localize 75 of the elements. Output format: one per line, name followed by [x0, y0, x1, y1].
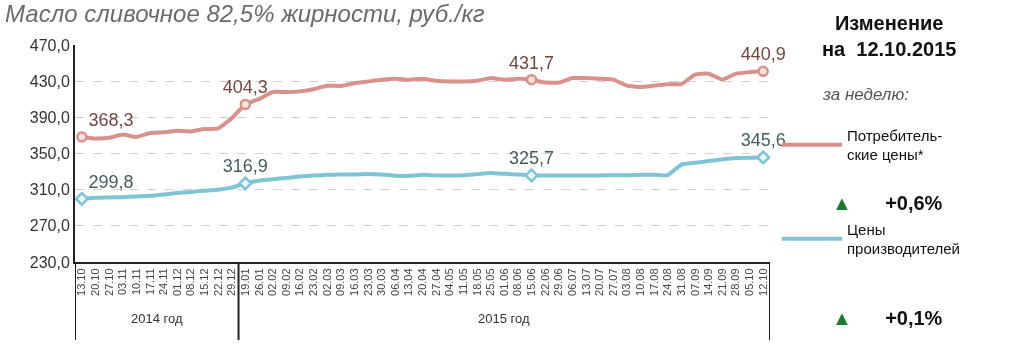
data-label: 431,7 — [509, 52, 555, 73]
text: 2014 год — [131, 311, 183, 326]
data-label: 316,9 — [222, 156, 268, 177]
text: 2015 год — [478, 311, 530, 326]
x-tick-label: 20.07 — [593, 268, 606, 296]
text: ▲ +0,1% — [832, 307, 943, 329]
x-tick-label: 26.01 — [252, 268, 265, 296]
x-tick-label: 09.03 — [334, 268, 347, 296]
x-tick-label: 24.08 — [661, 268, 674, 296]
x-tick-label: 24.11 — [157, 268, 170, 296]
x-tick-label: 09.02 — [279, 268, 292, 296]
y-tick-label: 430,0 — [29, 72, 70, 90]
x-tick-label: 04.05 — [443, 268, 456, 296]
x-tick-label: 28.09 — [729, 268, 742, 296]
x-tick-label: 15.06 — [525, 268, 538, 296]
x-tick-label: 14.09 — [702, 268, 715, 296]
x-tick-label: 21.09 — [715, 268, 728, 296]
x-tick-label: 08.12 — [184, 268, 197, 296]
data-label: 440,9 — [740, 44, 786, 65]
x-tick-label: 01.06 — [497, 268, 510, 296]
x-tick-label: 06.07 — [565, 268, 578, 296]
x-tick-label: 20.10 — [89, 268, 102, 296]
x-tick-label: 25.05 — [484, 268, 497, 296]
x-tick-label: 13.04 — [402, 268, 415, 296]
x-tick-label: 07.09 — [688, 268, 701, 296]
x-tick-label: 12.10 — [756, 268, 769, 296]
x-tick-label: 17.11 — [143, 268, 156, 296]
text: за неделю: — [822, 85, 910, 104]
x-tick-label: 17.08 — [647, 268, 660, 296]
y-tick-label: 310,0 — [29, 181, 70, 199]
x-tick-label: 18.05 — [470, 268, 483, 296]
x-tick-label: 01.12 — [170, 268, 183, 296]
x-tick-label: 29.06 — [552, 268, 565, 296]
legend-label: Потребитель- ские цены* — [846, 126, 943, 164]
text: ▲ +0,6% — [832, 192, 943, 214]
x-tick-label: 08.06 — [511, 268, 524, 296]
x-tick-label: 31.08 — [674, 268, 687, 296]
x-tick-label: 06.04 — [388, 268, 401, 296]
x-tick-label: 30.03 — [375, 268, 388, 296]
data-label: 404,3 — [222, 77, 268, 98]
x-tick-label: 27.10 — [102, 268, 115, 296]
x-tick-label: 10.11 — [129, 268, 142, 296]
x-tick-label: 16.03 — [347, 268, 360, 296]
x-tick-label: 23.03 — [361, 268, 374, 296]
y-tick-label: 230,0 — [29, 253, 70, 271]
x-tick-label: 22.06 — [538, 268, 551, 296]
x-tick-label: 27.04 — [429, 268, 442, 296]
x-tick-label: 22.12 — [211, 268, 224, 296]
y-tick-label: 350,0 — [29, 145, 70, 163]
x-tick-label: 03.11 — [116, 268, 129, 296]
x-tick-label: 23.02 — [307, 268, 320, 296]
data-label: 325,7 — [509, 148, 555, 169]
x-tick-label: 05.10 — [743, 268, 756, 296]
text: Изменение на 12.10.2015 — [822, 12, 957, 60]
x-tick-label: 19.01 — [238, 268, 251, 296]
x-tick-label: 10.08 — [634, 268, 647, 296]
y-tick-label: 390,0 — [29, 108, 70, 126]
x-tick-label: 15.12 — [198, 268, 211, 296]
data-label: 345,6 — [740, 130, 786, 151]
x-tick-label: 13.10 — [75, 268, 88, 296]
x-tick-label: 13.07 — [579, 268, 592, 296]
x-tick-label: 29.12 — [225, 268, 238, 296]
x-tick-label: 02.03 — [320, 268, 333, 296]
x-tick-label: 16.02 — [293, 268, 306, 296]
legend-label: Цены производителей — [846, 220, 960, 258]
chart-title: Масло сливочное 82,5% жирности, руб./кг — [5, 0, 485, 27]
x-tick-label: 20.04 — [416, 268, 429, 296]
data-label: 368,3 — [88, 109, 134, 130]
x-tick-label: 11.05 — [456, 268, 469, 296]
data-label: 299,8 — [88, 171, 134, 192]
x-tick-label: 02.02 — [266, 268, 279, 296]
x-tick-label: 27.07 — [606, 268, 619, 296]
x-tick-label: 03.08 — [620, 268, 633, 296]
y-tick-label: 470,0 — [29, 36, 70, 54]
y-tick-label: 270,0 — [29, 217, 70, 235]
